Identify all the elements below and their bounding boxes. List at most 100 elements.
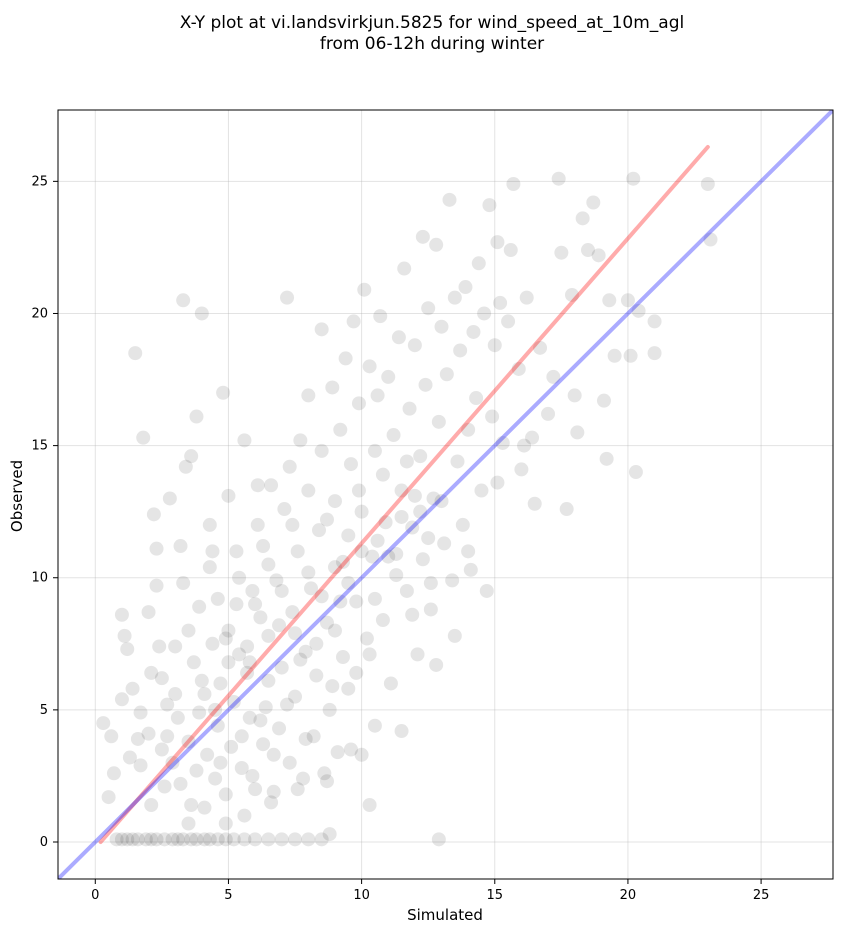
data-point (474, 483, 489, 498)
data-point (525, 430, 540, 445)
data-point (189, 409, 204, 424)
x-tick-label: 10 (353, 888, 370, 903)
data-point (333, 594, 348, 609)
data-point (282, 459, 297, 474)
data-point (130, 832, 145, 847)
data-point (596, 393, 611, 408)
data-point (261, 628, 276, 643)
data-point (176, 293, 191, 308)
y-axis-label: Observed (8, 460, 26, 532)
data-point (647, 314, 662, 329)
data-point (367, 718, 382, 733)
data-point (394, 483, 409, 498)
data-point (482, 198, 497, 213)
data-point (197, 687, 212, 702)
data-point (154, 742, 169, 757)
data-point (546, 369, 561, 384)
data-point (319, 774, 334, 789)
data-point (367, 591, 382, 606)
data-point (274, 832, 289, 847)
y-tick-label: 10 (31, 571, 48, 586)
data-point (338, 351, 353, 366)
data-point (226, 694, 241, 709)
data-point (165, 832, 180, 847)
data-point (234, 761, 249, 776)
data-point (301, 388, 316, 403)
data-point (370, 388, 385, 403)
data-point (96, 716, 111, 731)
data-point (197, 800, 212, 815)
data-point (245, 768, 260, 783)
data-point (485, 409, 500, 424)
data-points (96, 171, 718, 847)
data-point (114, 832, 129, 847)
data-point (367, 443, 382, 458)
data-point (490, 235, 505, 250)
data-point (157, 832, 172, 847)
data-point (261, 673, 276, 688)
data-point (394, 509, 409, 524)
data-point (117, 628, 132, 643)
data-point (628, 465, 643, 480)
data-point (519, 290, 534, 305)
data-point (208, 771, 223, 786)
fit-lines (58, 110, 833, 879)
data-point (381, 369, 396, 384)
data-point (290, 544, 305, 559)
data-point (213, 676, 228, 691)
data-point (703, 232, 718, 247)
data-point (186, 655, 201, 670)
data-point (120, 642, 135, 657)
data-point (218, 832, 233, 847)
data-point (469, 391, 484, 406)
data-point (221, 655, 236, 670)
data-point (160, 697, 175, 712)
data-point (386, 428, 401, 443)
data-point (221, 488, 236, 503)
y-tick-label: 25 (31, 174, 48, 189)
data-point (533, 340, 548, 355)
data-point (580, 243, 595, 258)
data-point (455, 517, 470, 532)
data-point (253, 713, 268, 728)
data-point (314, 322, 329, 337)
data-point (210, 718, 225, 733)
data-point (378, 515, 393, 530)
data-point (314, 832, 329, 847)
data-point (397, 261, 412, 276)
data-point (354, 747, 369, 762)
data-point (160, 729, 175, 744)
data-point (149, 541, 164, 556)
data-point (256, 737, 271, 752)
data-point (407, 338, 422, 353)
data-point (375, 613, 390, 628)
data-point (541, 406, 556, 421)
data-point (325, 679, 340, 694)
data-point (197, 832, 212, 847)
data-point (101, 790, 116, 805)
data-point (120, 832, 135, 847)
data-point (506, 176, 521, 191)
data-point (365, 549, 380, 564)
data-point (354, 544, 369, 559)
data-point (194, 306, 209, 321)
grid (58, 110, 833, 879)
data-point (149, 578, 164, 593)
data-point (208, 702, 223, 717)
data-point (122, 750, 137, 765)
data-point (237, 832, 252, 847)
data-point (626, 171, 641, 186)
data-point (301, 483, 316, 498)
data-point (224, 739, 239, 754)
data-point (293, 433, 308, 448)
data-point (237, 808, 252, 823)
data-point (237, 433, 252, 448)
data-point (570, 425, 585, 440)
data-point (213, 755, 228, 770)
data-point (391, 330, 406, 345)
data-point (288, 832, 303, 847)
y-tick-label: 15 (31, 439, 48, 454)
data-point (192, 705, 207, 720)
data-point (301, 565, 316, 580)
data-point (423, 602, 438, 617)
